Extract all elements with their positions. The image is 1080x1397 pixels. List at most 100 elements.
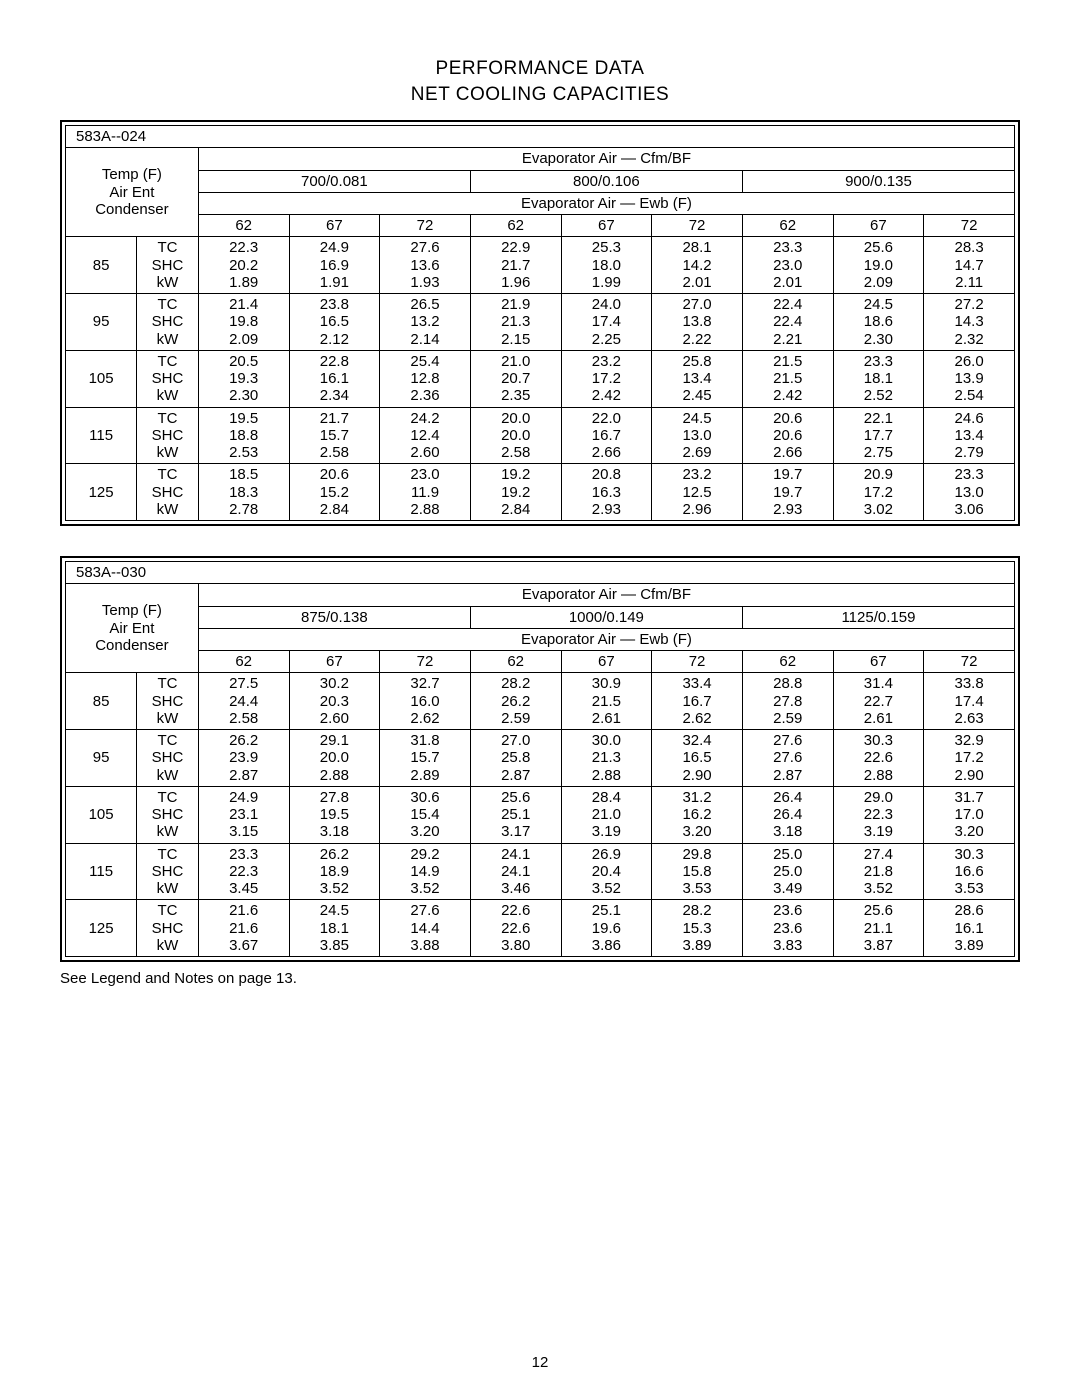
data-value: 31.4	[864, 675, 893, 692]
data-cell: 23.623.63.83	[742, 900, 833, 957]
data-value: 29.0	[864, 789, 893, 806]
data-value: 3.20	[410, 823, 439, 840]
temp-value: 105	[66, 350, 137, 407]
data-cell: 24.124.13.46	[470, 843, 561, 900]
data-value: 3.19	[864, 823, 893, 840]
metric-label: TC	[158, 789, 178, 806]
metric-label: kW	[157, 937, 179, 954]
data-value: 19.0	[864, 257, 893, 274]
data-value: 25.6	[864, 902, 893, 919]
data-value: 17.7	[864, 427, 893, 444]
data-cell: 26.218.93.52	[289, 843, 380, 900]
data-value: 25.8	[501, 749, 530, 766]
data-value: 2.90	[955, 767, 984, 784]
data-cell: 21.621.63.67	[198, 900, 289, 957]
data-cell: 33.416.72.62	[652, 673, 743, 730]
data-value: 31.2	[682, 789, 711, 806]
data-cell: 22.117.72.75	[833, 407, 924, 464]
data-value: 17.0	[955, 806, 984, 823]
data-value: 15.8	[682, 863, 711, 880]
data-value: 3.52	[864, 880, 893, 897]
metric-label: kW	[157, 710, 179, 727]
ewb-col-header: 67	[561, 651, 652, 673]
data-cell: 20.020.02.58	[470, 407, 561, 464]
table-row: 125TCSHCkW21.621.63.6724.518.13.8527.614…	[66, 900, 1015, 957]
data-value: 2.01	[773, 274, 802, 291]
data-value: 16.7	[592, 427, 621, 444]
data-value: 21.8	[864, 863, 893, 880]
data-cell: 30.921.52.61	[561, 673, 652, 730]
data-value: 30.6	[410, 789, 439, 806]
data-value: 2.66	[592, 444, 621, 461]
data-value: 22.6	[864, 749, 893, 766]
data-cell: 25.621.13.87	[833, 900, 924, 957]
data-value: 2.34	[320, 387, 349, 404]
metric-label: TC	[158, 410, 178, 427]
data-value: 16.3	[592, 484, 621, 501]
data-value: 3.17	[501, 823, 530, 840]
data-value: 30.3	[955, 846, 984, 863]
data-value: 18.0	[592, 257, 621, 274]
data-value: 2.88	[864, 767, 893, 784]
ewb-col-header: 62	[198, 651, 289, 673]
data-value: 16.5	[320, 313, 349, 330]
data-value: 22.1	[864, 410, 893, 427]
data-value: 3.88	[410, 937, 439, 954]
data-value: 21.6	[229, 902, 258, 919]
data-cell: 23.323.02.01	[742, 237, 833, 294]
tables-container: 583A--024Temp (F)Air EntCondenserEvapora…	[60, 120, 1020, 962]
data-value: 2.30	[229, 387, 258, 404]
data-value: 23.9	[229, 749, 258, 766]
data-cell: 23.212.52.96	[652, 464, 743, 521]
data-cell: 22.921.71.96	[470, 237, 561, 294]
data-cell: 26.426.43.18	[742, 786, 833, 843]
data-cell: 27.613.61.93	[380, 237, 471, 294]
data-value: 2.61	[864, 710, 893, 727]
data-value: 23.8	[320, 296, 349, 313]
data-value: 2.14	[410, 331, 439, 348]
data-cell: 31.717.03.20	[924, 786, 1015, 843]
footnote: See Legend and Notes on page 13.	[60, 970, 1020, 987]
data-value: 27.8	[773, 693, 802, 710]
data-value: 28.2	[501, 675, 530, 692]
ewb-col-header: 62	[198, 215, 289, 237]
data-value: 13.0	[682, 427, 711, 444]
data-value: 25.3	[592, 239, 621, 256]
data-value: 3.06	[955, 501, 984, 518]
metric-labels: TCSHCkW	[137, 237, 199, 294]
table-row: 115TCSHCkW19.518.82.5321.715.72.5824.212…	[66, 407, 1015, 464]
data-value: 1.99	[592, 274, 621, 291]
data-value: 27.8	[320, 789, 349, 806]
data-value: 18.9	[320, 863, 349, 880]
data-value: 1.91	[320, 274, 349, 291]
data-value: 2.32	[955, 331, 984, 348]
data-value: 23.0	[773, 257, 802, 274]
data-cell: 24.613.42.79	[924, 407, 1015, 464]
metric-label: SHC	[152, 920, 184, 937]
data-value: 19.5	[229, 410, 258, 427]
data-value: 20.0	[320, 749, 349, 766]
data-value: 16.1	[320, 370, 349, 387]
data-value: 2.87	[501, 767, 530, 784]
data-cell: 31.216.23.20	[652, 786, 743, 843]
data-value: 2.88	[592, 767, 621, 784]
data-value: 22.4	[773, 296, 802, 313]
data-value: 18.5	[229, 466, 258, 483]
data-value: 22.8	[320, 353, 349, 370]
data-value: 22.3	[229, 863, 258, 880]
metric-label: kW	[157, 387, 179, 404]
metric-label: kW	[157, 331, 179, 348]
data-cell: 24.212.42.60	[380, 407, 471, 464]
data-value: 2.58	[501, 444, 530, 461]
page-title: PERFORMANCE DATA	[60, 58, 1020, 80]
temp-header-line: Condenser	[95, 201, 168, 218]
ewb-col-header: 72	[924, 651, 1015, 673]
data-value: 3.89	[955, 937, 984, 954]
data-cell: 20.620.62.66	[742, 407, 833, 464]
data-value: 25.6	[864, 239, 893, 256]
data-value: 28.2	[682, 902, 711, 919]
table-row: 105TCSHCkW24.923.13.1527.819.53.1830.615…	[66, 786, 1015, 843]
data-value: 2.59	[773, 710, 802, 727]
metric-label: TC	[158, 353, 178, 370]
data-value: 3.53	[682, 880, 711, 897]
